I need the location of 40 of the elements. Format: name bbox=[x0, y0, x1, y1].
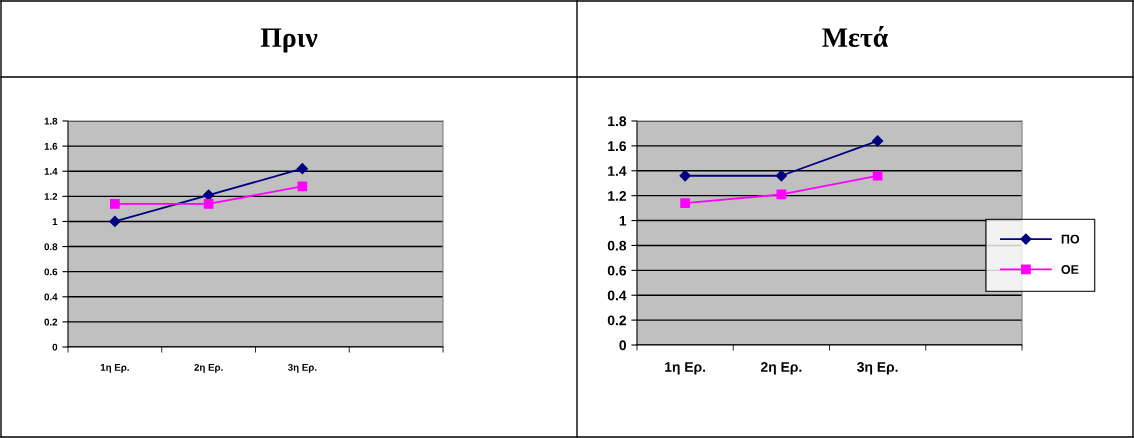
point bbox=[203, 199, 214, 209]
y-tick-label: 0.8 bbox=[44, 243, 58, 251]
y-tick-label: 1.8 bbox=[608, 116, 627, 127]
y-tick-label: 1.8 bbox=[44, 117, 58, 125]
y-tick-label: 1.6 bbox=[608, 141, 627, 152]
point bbox=[680, 198, 690, 208]
x-tick-label: 1η Ερ. bbox=[100, 364, 129, 373]
chart-title: Πριν bbox=[260, 28, 318, 53]
x-tick-label: 1η Ερ. bbox=[665, 362, 706, 375]
point bbox=[679, 170, 691, 182]
y-tick-label: 0.4 bbox=[44, 293, 58, 301]
x-tick-label: 2η Ερ. bbox=[760, 362, 802, 375]
point bbox=[775, 170, 787, 182]
point bbox=[872, 135, 884, 147]
point bbox=[296, 163, 308, 175]
y-tick-label: 0.2 bbox=[607, 315, 627, 326]
y-tick-label: 1 bbox=[619, 216, 627, 226]
legend-label: ΟΕ bbox=[1061, 265, 1079, 274]
y-tick-label: 0 bbox=[619, 340, 627, 351]
x-tick-label: 3η Ερ. bbox=[287, 363, 317, 373]
y-tick-label: 0.6 bbox=[44, 268, 58, 276]
point bbox=[872, 170, 883, 181]
y-tick-label: 0.4 bbox=[607, 290, 627, 301]
y-tick-label: 1.2 bbox=[44, 193, 58, 200]
legend-label: ΠΟ bbox=[1061, 234, 1080, 244]
y-tick-label: 1 bbox=[52, 218, 58, 225]
chart-title: Μετά bbox=[822, 26, 888, 47]
x-tick-label: 2η Ερ. bbox=[194, 363, 223, 373]
point bbox=[110, 199, 120, 209]
y-tick-label: 1.2 bbox=[608, 191, 627, 201]
x-tick-label: 3η Ερ. bbox=[857, 362, 898, 375]
y-tick-label: 1.6 bbox=[44, 142, 58, 150]
y-tick-label: 0.8 bbox=[607, 240, 627, 251]
y-tick-label: 0.2 bbox=[44, 318, 58, 326]
y-tick-label: 1.4 bbox=[44, 168, 58, 175]
point bbox=[109, 215, 121, 228]
y-tick-label: 1.4 bbox=[608, 166, 627, 176]
y-tick-label: 0 bbox=[52, 343, 58, 351]
y-tick-label: 0.6 bbox=[607, 265, 627, 276]
point bbox=[297, 181, 308, 192]
